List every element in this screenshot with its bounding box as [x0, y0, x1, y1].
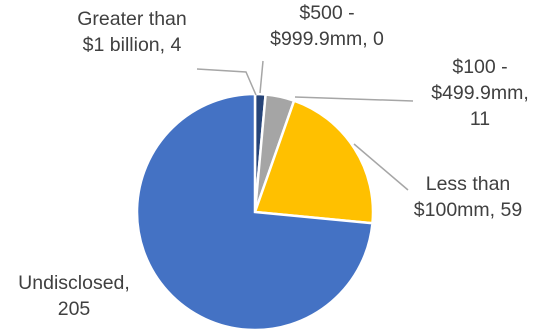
data-labels: Greater than $1 billion, 4 $500 - $999.9mm,…	[18, 2, 529, 320]
data-label-line: Less than	[426, 173, 511, 195]
data-label-undisclosed: Undisclosed, 205	[18, 272, 130, 320]
data-label-line: $1 billion, 4	[83, 34, 182, 56]
data-label-line: $100 -	[452, 56, 507, 78]
leader-lines	[196, 60, 414, 191]
data-label-line: Greater than	[77, 8, 186, 30]
leader-line-100-499-9mm	[294, 96, 414, 102]
slice-undisclosed	[135, 92, 374, 332]
data-label-line: $100mm, 59	[414, 199, 522, 221]
pie-slices	[135, 92, 375, 332]
leader-line-greater-than-1-billion	[196, 68, 257, 96]
data-label-less-than-100mm: Less than $100mm, 59	[414, 173, 522, 221]
data-label-line: $500 -	[299, 2, 354, 24]
data-label-line: 11	[470, 108, 490, 130]
leader-line-500-999-9mm	[259, 60, 264, 94]
leader-line-less-than-100mm	[353, 143, 409, 191]
data-label-line: $499.9mm,	[431, 82, 529, 104]
data-label-line: 205	[58, 298, 91, 320]
data-label-greater-than-1-billion: Greater than $1 billion, 4	[77, 8, 186, 56]
slice-less-than-100mm	[253, 99, 375, 225]
data-label-500-999-9mm: $500 - $999.9mm, 0	[270, 2, 384, 50]
data-label-100-499-9mm: $100 - $499.9mm, 11	[431, 56, 529, 130]
data-label-line: $999.9mm, 0	[270, 28, 384, 50]
data-label-line: Undisclosed,	[18, 272, 130, 294]
